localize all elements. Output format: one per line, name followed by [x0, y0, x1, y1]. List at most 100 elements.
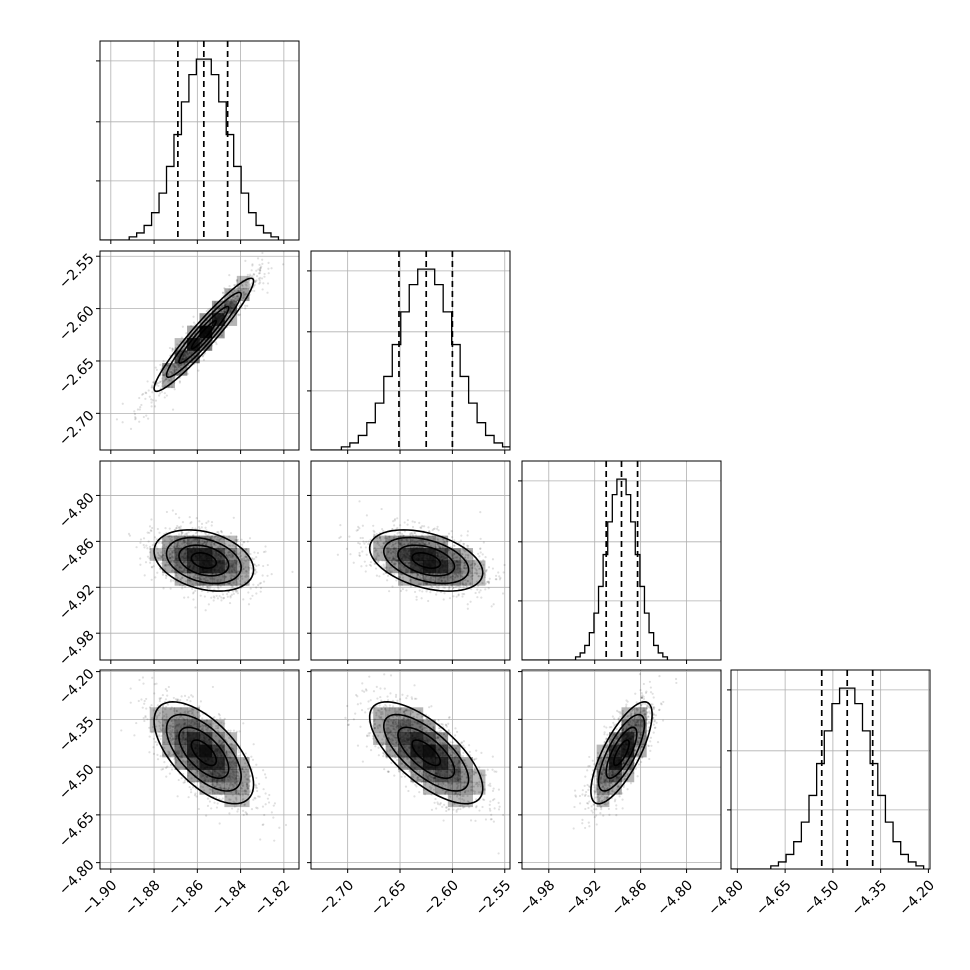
sample-point — [177, 365, 180, 368]
sample-point — [177, 373, 180, 377]
sample-point — [234, 545, 237, 548]
sample-point — [405, 589, 408, 592]
sample-point — [482, 563, 485, 566]
sample-point — [192, 321, 196, 324]
sample-point — [179, 527, 182, 530]
sample-point — [165, 545, 168, 549]
sample-point — [178, 544, 181, 547]
sample-point — [176, 543, 179, 546]
sample-point — [424, 543, 427, 546]
sample-point — [187, 579, 190, 582]
sample-point — [462, 542, 465, 545]
sample-point — [475, 568, 478, 571]
sample-point — [463, 556, 467, 559]
sample-point — [222, 787, 225, 790]
sample-point — [382, 541, 385, 545]
sample-point — [435, 585, 438, 589]
sample-point — [236, 577, 240, 581]
sample-point — [365, 553, 368, 556]
sample-point — [462, 564, 465, 568]
sample-point — [161, 558, 164, 561]
sample-point — [244, 292, 248, 295]
sample-point — [232, 291, 235, 294]
sample-point — [391, 543, 395, 546]
sample-point — [172, 559, 176, 562]
y-tick-label: −4.98 — [56, 628, 98, 670]
sample-point — [264, 550, 267, 553]
sample-point — [388, 590, 391, 593]
sample-point — [256, 551, 260, 555]
sample-point — [483, 576, 487, 579]
sample-point — [174, 512, 177, 516]
sample-point — [236, 540, 239, 543]
sample-point — [158, 380, 162, 383]
sample-point — [171, 569, 174, 572]
histogram-0 — [100, 58, 280, 240]
sample-point — [160, 390, 164, 394]
sample-point — [197, 526, 201, 529]
sample-point — [223, 287, 226, 290]
sample-point — [419, 526, 422, 529]
sample-point — [181, 587, 184, 590]
sample-point — [411, 533, 414, 536]
sample-point — [423, 525, 426, 528]
sample-point — [258, 282, 261, 285]
sample-point — [241, 564, 244, 567]
sample-point — [245, 547, 248, 551]
sample-point — [166, 364, 169, 367]
sample-point — [183, 694, 187, 697]
sample-point — [139, 563, 142, 566]
sample-point — [234, 290, 237, 293]
sample-point — [469, 564, 472, 567]
sample-point — [450, 583, 453, 586]
sample-point — [261, 251, 264, 255]
sample-point — [221, 311, 224, 314]
sample-point — [369, 560, 373, 564]
sample-point — [217, 308, 220, 311]
sample-point — [213, 535, 217, 538]
sample-point — [188, 578, 191, 581]
sample-point — [438, 545, 441, 548]
sample-point — [256, 257, 260, 260]
sample-point — [218, 546, 221, 549]
sample-point — [388, 566, 391, 570]
sample-point — [487, 582, 491, 585]
sample-point — [394, 562, 397, 565]
sample-point — [241, 543, 244, 546]
density-cell — [199, 560, 213, 574]
sample-point — [227, 554, 231, 557]
sample-point — [367, 542, 370, 546]
density-cell — [149, 548, 163, 561]
sample-point — [255, 556, 258, 559]
sample-point — [373, 562, 376, 565]
sample-point — [206, 587, 209, 590]
sample-point — [487, 587, 490, 590]
sample-point — [429, 582, 432, 586]
sample-point — [220, 596, 223, 599]
sample-point — [243, 293, 246, 297]
sample-point — [144, 391, 147, 394]
sample-point — [399, 524, 402, 527]
sample-point — [204, 533, 207, 536]
sample-point — [403, 530, 407, 533]
sample-point — [232, 581, 235, 584]
sample-point — [161, 379, 164, 382]
y-tick-label: −2.55 — [56, 251, 98, 293]
sample-point — [394, 562, 398, 565]
sample-point — [187, 531, 190, 534]
sample-point — [467, 544, 470, 548]
sample-point — [471, 574, 474, 577]
sample-point — [436, 544, 439, 547]
sample-point — [375, 549, 378, 552]
sample-point — [491, 558, 495, 561]
sample-point — [262, 580, 266, 583]
panel-frame — [521, 460, 722, 661]
sample-point — [157, 394, 161, 397]
sample-point — [258, 271, 262, 275]
sample-point — [183, 539, 186, 542]
sample-point — [197, 576, 200, 579]
contour-level-0 — [190, 552, 218, 569]
sample-point — [267, 261, 270, 264]
sample-point — [417, 582, 421, 585]
contour-level-2 — [165, 291, 242, 378]
